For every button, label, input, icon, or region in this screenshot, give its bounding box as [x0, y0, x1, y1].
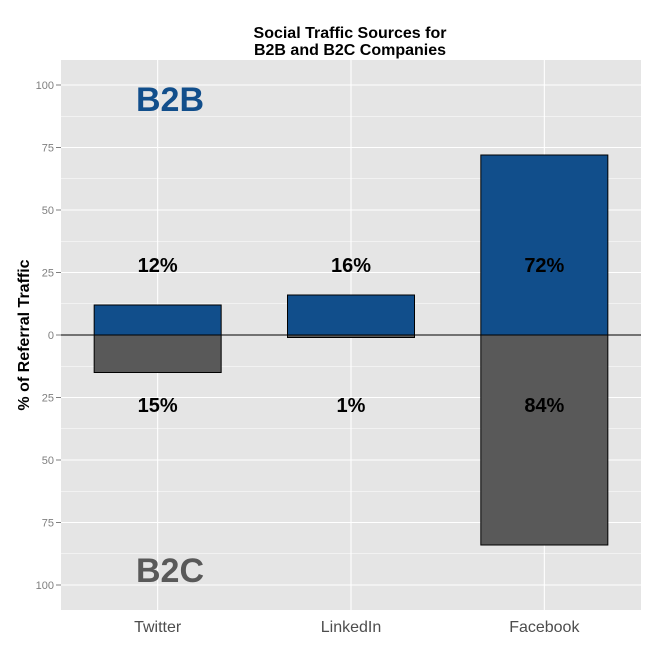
bar-b2b-facebook	[480, 154, 609, 336]
y-axis-ticks: 100 75 50 25 0 25 50 75 100	[36, 80, 61, 592]
y-tick-label: 75	[42, 518, 54, 530]
chart-title-line-2: B2B and B2C Companies	[254, 42, 446, 59]
value-label: 15%	[138, 395, 178, 417]
x-tick-label: Facebook	[509, 619, 580, 636]
bar-b2b-twitter	[93, 304, 222, 336]
bar-b2c-twitter	[93, 334, 222, 373]
value-label: 84%	[524, 395, 564, 417]
value-label: 16%	[331, 255, 371, 277]
bar-b2b-linkedin	[287, 294, 415, 336]
y-tick-label: 50	[42, 455, 54, 467]
bars	[93, 154, 609, 546]
y-tick-label: 25	[42, 268, 54, 280]
value-label: 1%	[337, 395, 366, 417]
x-axis-ticks: Twitter LinkedIn Facebook	[134, 619, 580, 636]
series-label-b2b: B2B	[136, 81, 204, 119]
value-labels: 12% 16% 72% 15% 1% 84%	[138, 255, 565, 417]
y-tick-label: 100	[36, 580, 54, 592]
chart-title-line-1: Social Traffic Sources for	[254, 25, 447, 42]
series-label-b2c: B2C	[136, 552, 204, 590]
y-tick-label: 50	[42, 205, 54, 217]
y-tick-label: 0	[48, 330, 54, 342]
y-tick-label: 25	[42, 393, 54, 405]
x-tick-label: Twitter	[134, 619, 182, 636]
x-tick-label: LinkedIn	[321, 619, 382, 636]
y-tick-label: 100	[36, 80, 54, 92]
y-tick-label: 75	[42, 143, 54, 155]
y-axis-label: % of Referral Traffic	[16, 259, 33, 410]
value-label: 12%	[138, 255, 178, 277]
bar-b2c-facebook	[480, 334, 609, 546]
value-label: 72%	[524, 255, 564, 277]
